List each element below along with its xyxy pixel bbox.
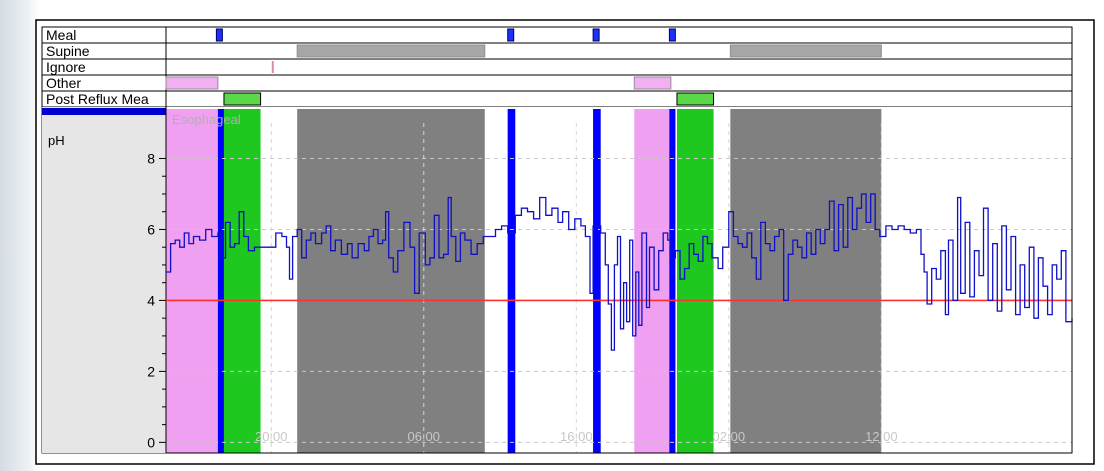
track-label-supine: Supine <box>46 43 90 59</box>
track-label-post-reflux-mea: Post Reflux Mea <box>46 91 149 107</box>
y-tick-label: 0 <box>147 434 155 450</box>
other-event-span[interactable] <box>165 76 219 90</box>
y-axis-label: pH <box>48 133 65 148</box>
meal-event-marker[interactable] <box>592 28 600 42</box>
x-tick-label: 20:00 <box>255 429 288 444</box>
overlay-meal <box>507 109 516 453</box>
overlay-supine <box>297 109 485 453</box>
y-tick-label: 6 <box>147 221 155 237</box>
supine-event-span[interactable] <box>729 44 882 58</box>
channel-color-strip <box>42 108 166 115</box>
post-reflux-mea-event-span[interactable] <box>223 92 262 106</box>
meal-event-marker[interactable] <box>507 28 515 42</box>
track-label-ignore: Ignore <box>46 59 86 75</box>
x-tick-label: 02:00 <box>713 429 746 444</box>
channel-label: Esophageal <box>172 112 241 127</box>
y-tick-label: 4 <box>147 292 155 308</box>
overlay-supine <box>730 109 882 453</box>
overlay-other <box>166 109 218 453</box>
meal-event-marker[interactable] <box>668 28 676 42</box>
track-row-other <box>165 74 1073 92</box>
meal-event-marker[interactable] <box>215 28 223 42</box>
y-tick-label: 8 <box>147 150 155 166</box>
x-tick-label: 06:00 <box>407 429 440 444</box>
track-row-meal <box>165 26 1073 44</box>
overlay-other <box>634 109 671 453</box>
track-label-meal: Meal <box>46 27 76 43</box>
overlay-post-reflux <box>676 109 714 453</box>
post-reflux-mea-event-span[interactable] <box>676 92 715 106</box>
overlay-meal <box>217 109 224 453</box>
window-edge-shadow <box>0 0 40 471</box>
overlay-post-reflux <box>223 109 261 453</box>
x-tick-label: 12:00 <box>865 429 898 444</box>
overlay-meal <box>593 109 601 453</box>
supine-event-span[interactable] <box>296 44 486 58</box>
x-tick-label: 16:00 <box>560 429 593 444</box>
overlay-meal <box>669 109 676 453</box>
track-label-other: Other <box>46 75 81 91</box>
track-row-post-reflux-mea <box>165 90 1073 108</box>
plot-area: Esophageal 0 2 4 6 8 20:00 06:00 16:00 02:00 12:00 <box>147 107 1073 454</box>
ignore-event-marker[interactable] <box>271 61 274 73</box>
track-row-ignore <box>165 58 1073 76</box>
other-event-span[interactable] <box>633 76 672 90</box>
ph-series-line <box>166 193 1073 351</box>
y-tick-label: 2 <box>147 363 155 379</box>
ph-label-panel <box>42 107 166 453</box>
